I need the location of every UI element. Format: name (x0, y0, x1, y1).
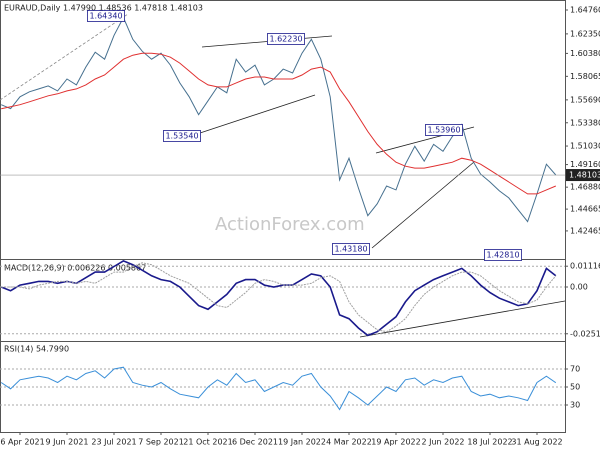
trend-line (201, 35, 333, 48)
annotation-box (425, 124, 463, 136)
y-tick-label: 1.51030 (570, 142, 600, 151)
annotation: 1.43180 (332, 243, 370, 255)
trend-line (199, 94, 316, 134)
y-tick-label: 1.49160 (570, 160, 600, 169)
y-tick-label: 1.53380 (570, 118, 600, 127)
y-tick-label: 70 (570, 365, 580, 374)
x-tick-label: 18 Jul 2022 (467, 438, 512, 447)
series-line (1, 262, 557, 333)
x-tick-label: 4 Mar 2022 (326, 438, 372, 447)
annotation-box (484, 249, 522, 261)
panel-title: RSI(14) 54.7990 (4, 345, 69, 354)
series-line (1, 52, 556, 195)
annotation-box (87, 10, 125, 22)
annotation-box (163, 130, 201, 142)
x-tick-label: 7 Sep 2021 (138, 438, 184, 447)
watermark: ActionForex.com (215, 214, 365, 235)
last-price-label: 1.48103 (569, 171, 600, 180)
x-tick-label: 9 Jun 2021 (45, 438, 88, 447)
y-tick-label: 1.58065 (570, 72, 600, 81)
series-line (0, 366, 557, 411)
trend-lines (0, 13, 566, 338)
x-tick-label: 19 Apr 2022 (371, 438, 420, 447)
y-tick-label: 0.00 (570, 283, 588, 292)
y-tick-label: 1.55690 (570, 95, 600, 104)
y-tick-label: 1.46880 (570, 183, 600, 192)
y-tick-label: 1.44665 (570, 205, 600, 214)
annotation: 1.64340 (87, 10, 125, 22)
annotation-label: 1.53960 (427, 126, 460, 135)
annotation-label: 1.62230 (269, 35, 302, 44)
annotation-label: 1.64340 (89, 12, 122, 21)
x-tick-label: 26 Apr 2021 (0, 438, 45, 447)
x-tick-label: 21 Oct 2021 (183, 438, 232, 447)
panel-title: MACD(12,26,9) 0.006226 0.005867 (4, 264, 146, 273)
x-tick-label: 6 Dec 2021 (232, 438, 278, 447)
x-tick-label: 2 Jun 2022 (421, 438, 464, 447)
annotation: 1.42810 (484, 249, 522, 261)
y-tick-label: 1.42465 (570, 226, 600, 235)
y-tick-label: 50 (570, 383, 580, 392)
x-tick-label: 23 Jul 2021 (91, 438, 136, 447)
y-tick-label: 0.011168 (570, 262, 600, 271)
annotation: 1.62230 (267, 33, 305, 45)
y-tick-label: 1.62350 (570, 29, 600, 38)
annotation: 1.53960 (425, 124, 463, 136)
y-tick-label: 1.64760 (570, 6, 600, 15)
plot-frame (0, 0, 566, 433)
trend-line (371, 161, 475, 249)
annotation: 1.53540 (163, 130, 201, 142)
series-line (1, 16, 557, 223)
annotation-label: 1.43180 (334, 245, 367, 254)
x-tick-label: 19 Jan 2022 (278, 438, 326, 447)
y-tick-label: 30 (570, 401, 580, 410)
annotation-label: 1.53540 (165, 132, 198, 141)
annotation-box (332, 243, 370, 255)
last-price-box (566, 169, 600, 182)
y-tick-label: 1.60380 (570, 49, 600, 58)
y-tick-label: -0.025117 (570, 329, 600, 338)
trend-line (359, 300, 566, 338)
series-line (0, 260, 557, 337)
annotation-label: 1.42810 (486, 251, 519, 260)
chart-title: EURAUD,Daily 1.47990 1.48536 1.47818 1.4… (4, 4, 203, 13)
x-tick-label: 31 Aug 2022 (511, 438, 562, 447)
annotation-box (267, 33, 305, 45)
trend-line (0, 13, 129, 101)
